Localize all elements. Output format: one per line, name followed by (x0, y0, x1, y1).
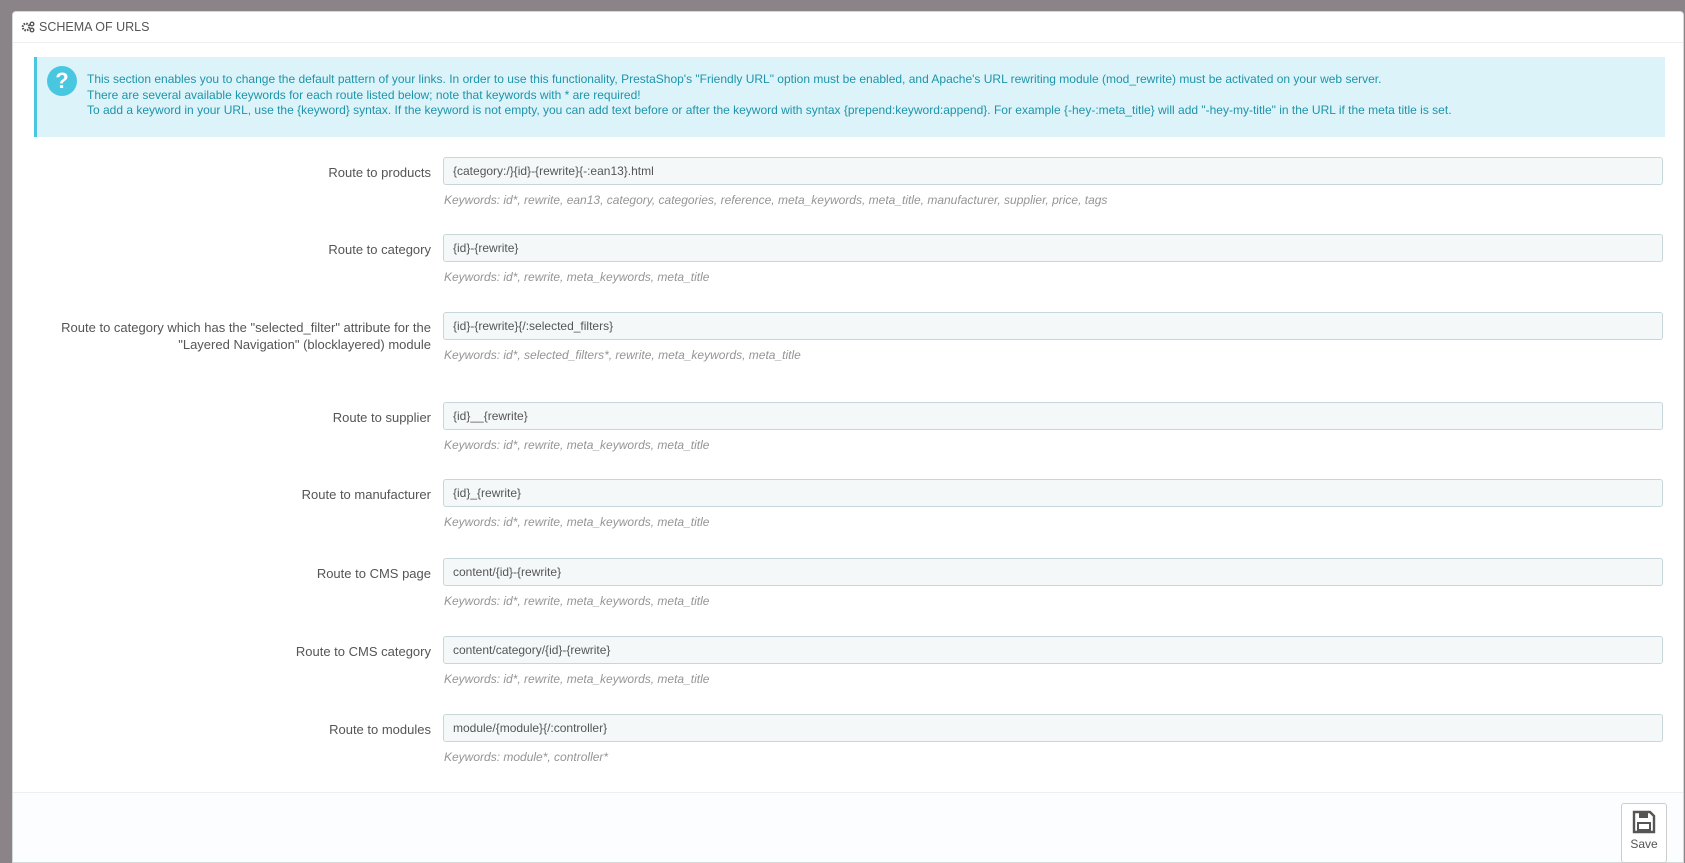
route-help: Keywords: id*, rewrite, meta_keywords, m… (444, 270, 710, 284)
route-help: Keywords: id*, rewrite, meta_keywords, m… (444, 594, 710, 608)
floppy-disk-icon (1632, 810, 1656, 834)
route-help: Keywords: module*, controller* (444, 750, 609, 764)
route-input[interactable]: {id}-{rewrite}{/:selected_filters} (443, 312, 1663, 340)
route-label: Route to category which has the "selecte… (61, 320, 431, 352)
question-circle-icon: ? (47, 66, 77, 96)
route-input[interactable]: content/{id}-{rewrite} (443, 558, 1663, 586)
route-input[interactable]: {id}-{rewrite} (443, 234, 1663, 262)
info-alert: ? This section enables you to change the… (34, 57, 1665, 137)
route-label: Route to supplier (332, 410, 431, 425)
panel-footer: Save (13, 792, 1683, 863)
route-input[interactable]: content/category/{id}-{rewrite} (443, 636, 1663, 664)
panel-title: SCHEMA OF URLS (39, 20, 150, 34)
route-help: Keywords: id*, rewrite, meta_keywords, m… (444, 672, 710, 686)
route-input[interactable]: {id}__{rewrite} (443, 402, 1663, 430)
route-label: Route to category (328, 242, 431, 257)
schema-of-urls-panel: SCHEMA OF URLS ? This section enables yo… (12, 11, 1684, 863)
route-label: Route to products (328, 165, 431, 180)
route-label: Route to modules (329, 722, 431, 737)
route-help: Keywords: id*, selected_filters*, rewrit… (444, 348, 801, 362)
alert-line: This section enables you to change the d… (87, 72, 1382, 86)
route-label: Route to CMS category (295, 644, 431, 659)
route-input[interactable]: {category:/}{id}-{rewrite}{-:ean13}.html (443, 157, 1663, 185)
route-label: Route to CMS page (316, 566, 431, 581)
route-input[interactable]: {id}_{rewrite} (443, 479, 1663, 507)
route-input[interactable]: module/{module}{/:controller} (443, 714, 1663, 742)
save-label: Save (1630, 837, 1658, 851)
panel-heading: SCHEMA OF URLS (13, 12, 1683, 43)
route-help: Keywords: id*, rewrite, meta_keywords, m… (444, 515, 710, 529)
route-help: Keywords: id*, rewrite, meta_keywords, m… (444, 438, 710, 452)
route-help: Keywords: id*, rewrite, ean13, category,… (444, 193, 1108, 207)
alert-line: To add a keyword in your URL, use the {k… (87, 103, 1452, 117)
route-label: Route to manufacturer (301, 487, 431, 502)
save-button[interactable]: Save (1621, 803, 1667, 863)
cogs-icon (21, 21, 35, 33)
alert-line: There are several available keywords for… (87, 87, 641, 102)
